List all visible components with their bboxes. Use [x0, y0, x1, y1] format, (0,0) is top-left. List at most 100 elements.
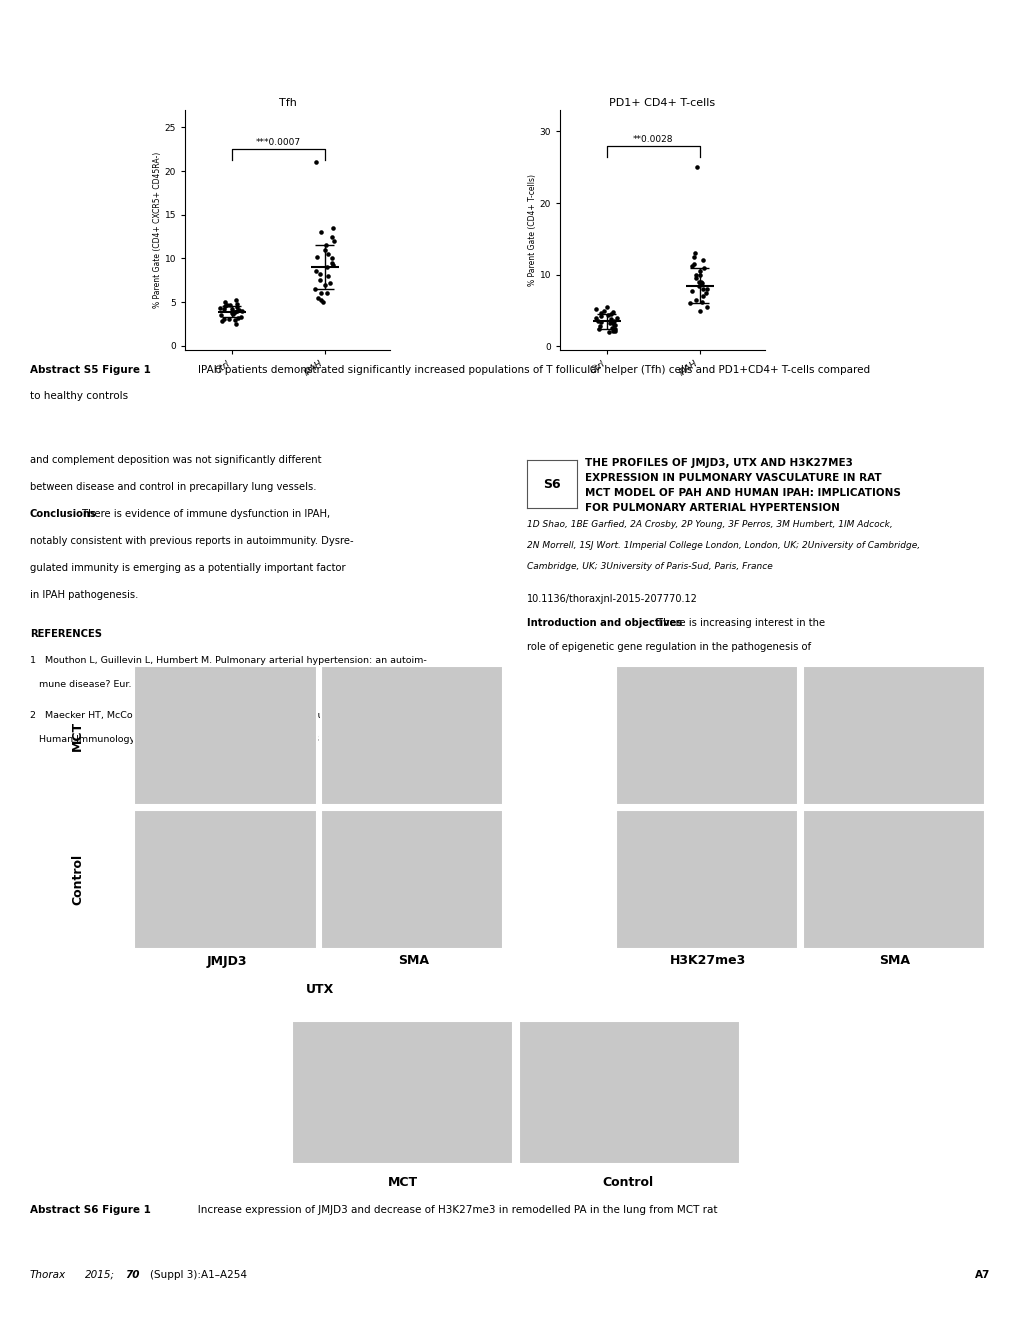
Point: [223, 298, 239, 319]
Point: [313, 290, 329, 311]
Point: [595, 299, 611, 321]
Point: [324, 217, 340, 238]
Point: [216, 292, 232, 313]
Text: **0.0028: **0.0028: [633, 135, 673, 143]
Text: Increase expression of JMJD3 and decrease of H3K27me3 in remodelled PA in the lu: Increase expression of JMJD3 and decreas…: [189, 1204, 717, 1215]
Text: in IPAH pathogenesis.: in IPAH pathogenesis.: [30, 590, 139, 600]
Text: There is evidence of immune dysfunction in IPAH,: There is evidence of immune dysfunction …: [79, 509, 330, 519]
Point: [215, 298, 231, 319]
Point: [602, 309, 619, 330]
Bar: [519, 1022, 739, 1163]
Point: [319, 257, 335, 278]
Point: [591, 315, 607, 337]
Title: Tfh: Tfh: [278, 98, 297, 107]
Point: [697, 282, 713, 303]
Point: [602, 303, 619, 325]
Point: [592, 303, 608, 325]
Point: [315, 292, 331, 313]
Point: [604, 321, 621, 342]
Text: gulated immunity is emerging as a potentially important factor: gulated immunity is emerging as a potent…: [30, 563, 345, 572]
Point: [691, 264, 707, 285]
Point: [690, 272, 706, 293]
Text: 1D Shao, 1BE Garfied, 2A Crosby, 2P Young, 3F Perros, 3M Humbert, 1IM Adcock,: 1D Shao, 1BE Garfied, 2A Crosby, 2P Youn…: [527, 519, 892, 529]
Text: 1   Mouthon L, Guillevin L, Humbert M. Pulmonary arterial hypertension: an autoi: 1 Mouthon L, Guillevin L, Humbert M. Pul…: [30, 656, 426, 665]
Point: [589, 310, 605, 331]
Text: notably consistent with previous reports in autoimmunity. Dysre-: notably consistent with previous reports…: [30, 537, 354, 546]
Point: [230, 299, 247, 321]
Text: MCT: MCT: [387, 1175, 417, 1189]
Point: [605, 314, 622, 335]
Point: [588, 298, 604, 319]
Point: [588, 307, 604, 329]
Point: [227, 310, 244, 331]
Point: [604, 313, 621, 334]
Bar: [135, 666, 316, 804]
Text: and complement deposition was not significantly different: and complement deposition was not signif…: [30, 454, 321, 465]
Point: [322, 272, 338, 293]
Point: [307, 152, 323, 174]
Point: [605, 311, 622, 333]
Text: Conclusions: Conclusions: [30, 509, 97, 519]
Point: [686, 253, 702, 274]
Text: UTX: UTX: [306, 983, 334, 996]
Text: MCT: MCT: [71, 721, 84, 751]
Bar: [802, 666, 984, 804]
Point: [599, 305, 615, 326]
Point: [222, 294, 238, 315]
Point: [687, 264, 703, 285]
Text: IPAH patients demonstrated significantly increased populations of T follicular h: IPAH patients demonstrated significantly…: [198, 364, 869, 375]
Point: [320, 265, 336, 286]
Text: 2015;: 2015;: [85, 1269, 114, 1280]
Text: 2   Maecker HT, McCoy JP, Nussenblatt R. Standardizing immunophenotyping for the: 2 Maecker HT, McCoy JP, Nussenblatt R. S…: [30, 710, 429, 719]
Point: [319, 282, 335, 303]
Bar: [321, 666, 502, 804]
Point: [229, 307, 246, 329]
Point: [692, 272, 708, 293]
Text: S6: S6: [543, 477, 560, 490]
Text: REFERENCES: REFERENCES: [30, 629, 102, 639]
Point: [217, 295, 233, 317]
Text: mune disease? Eur. Respir. J. 2005;26(6):986–8: mune disease? Eur. Respir. J. 2005;26(6)…: [30, 680, 263, 689]
Point: [325, 254, 341, 276]
Text: 70: 70: [125, 1269, 140, 1280]
Point: [604, 301, 621, 322]
Point: [592, 311, 608, 333]
Text: SMA: SMA: [397, 954, 428, 967]
Point: [226, 301, 243, 322]
Point: [224, 303, 240, 325]
Point: [606, 318, 623, 339]
Bar: [292, 1022, 513, 1163]
Text: Thorax: Thorax: [30, 1269, 66, 1280]
Point: [591, 318, 607, 339]
Bar: [802, 811, 984, 949]
Y-axis label: % Parent Gate (CD4+ T-cells): % Parent Gate (CD4+ T-cells): [527, 174, 536, 286]
Point: [593, 306, 609, 327]
Point: [309, 246, 325, 268]
Point: [227, 290, 244, 311]
Point: [698, 297, 714, 318]
Point: [601, 313, 618, 334]
Point: [317, 238, 333, 260]
Text: H3K27me3: H3K27me3: [669, 954, 746, 967]
Bar: [615, 811, 798, 949]
Text: Control: Control: [601, 1175, 652, 1189]
Point: [228, 313, 245, 334]
Point: [694, 286, 710, 307]
Text: between disease and control in precapillary lung vessels.: between disease and control in precapill…: [30, 482, 316, 492]
Point: [689, 156, 705, 178]
Point: [226, 302, 243, 323]
Title: PD1+ CD4+ T-cells: PD1+ CD4+ T-cells: [608, 98, 715, 107]
Point: [317, 235, 333, 256]
Point: [603, 317, 620, 338]
Point: [229, 301, 246, 322]
Point: [695, 257, 711, 278]
Text: Introduction and objectives: Introduction and objectives: [527, 617, 682, 628]
Point: [606, 321, 623, 342]
Point: [319, 244, 335, 265]
Text: 10.1136/thoraxjnl-2015-207770.12: 10.1136/thoraxjnl-2015-207770.12: [527, 594, 697, 604]
Text: Human Immunology Project. Nat. Rev. Immunol. 2012;12(3):191–200: Human Immunology Project. Nat. Rev. Immu…: [30, 735, 367, 743]
Point: [308, 261, 324, 282]
Point: [694, 278, 710, 299]
Point: [232, 306, 249, 327]
Point: [218, 295, 234, 317]
